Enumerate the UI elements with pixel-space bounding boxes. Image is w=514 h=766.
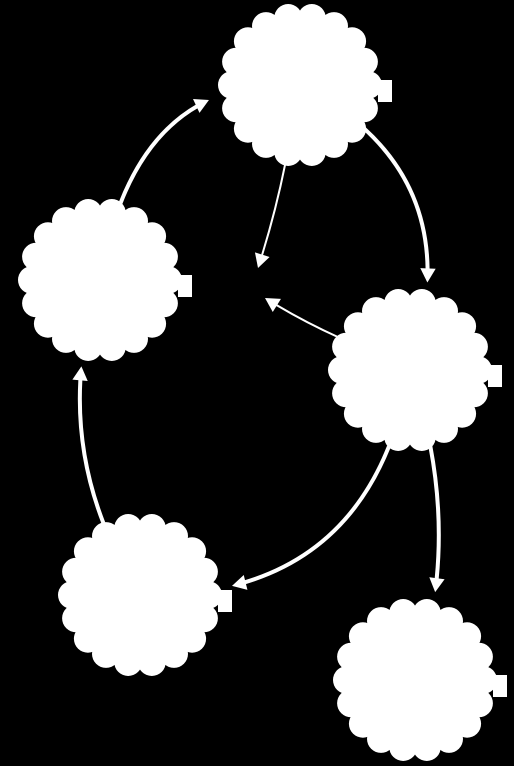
- diagram-stage: [0, 0, 514, 766]
